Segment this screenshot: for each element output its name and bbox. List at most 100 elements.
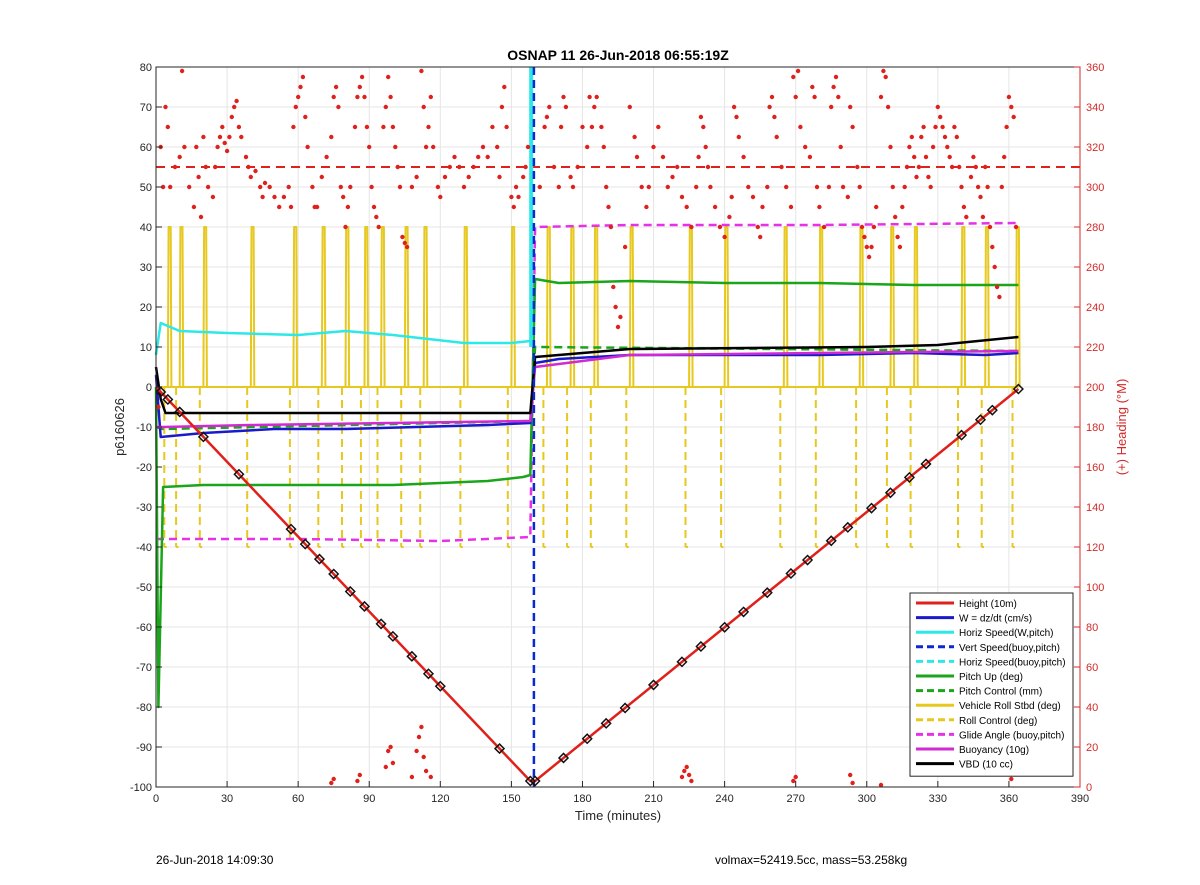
heading-point (701, 124, 706, 130)
heading-point (587, 94, 592, 100)
heading-point (788, 204, 794, 210)
heading-point (644, 204, 649, 210)
x-tick-label: 90 (363, 793, 375, 805)
heading-point (381, 124, 386, 130)
heading-point (627, 104, 632, 110)
heading-point (878, 782, 884, 788)
heading-point (421, 754, 426, 760)
heading-point (795, 68, 801, 74)
heading-point (755, 224, 760, 230)
heading-point (651, 144, 656, 150)
heading-point (390, 124, 396, 130)
series-line (156, 349, 1019, 429)
heading-point (210, 194, 216, 200)
heading-point (821, 224, 827, 230)
heading-point (798, 124, 803, 130)
heading-point (314, 204, 320, 210)
heading-point (767, 104, 772, 110)
legend-label: Pitch Up (deg) (959, 672, 1023, 683)
heading-point (684, 204, 689, 210)
height-marker (493, 743, 506, 755)
height-marker (529, 775, 541, 787)
roll-spike (913, 226, 919, 388)
heading-point (355, 94, 360, 100)
heading-point (814, 184, 820, 190)
heading-point (694, 184, 699, 190)
heading-point (703, 144, 708, 150)
heading-point (298, 84, 303, 90)
heading-point (618, 314, 623, 320)
heading-point (388, 94, 393, 100)
heading-point (848, 104, 853, 110)
heading-point (919, 134, 924, 140)
heading-point (604, 184, 609, 190)
heading-point (291, 124, 296, 130)
heading-point (959, 184, 964, 190)
legend: Height (10m) W = dz/dt (cm/s) Horiz Speed(… (909, 592, 1074, 777)
heading-point (386, 74, 391, 80)
heading-point (345, 204, 351, 210)
heading-point (426, 124, 431, 130)
heading-point (791, 778, 796, 784)
heading-point (793, 774, 798, 780)
heading-point (760, 204, 765, 210)
heading-point (807, 154, 813, 160)
roll-spike (403, 226, 410, 388)
heading-point (523, 164, 528, 170)
heading-point (416, 734, 422, 740)
heading-point (165, 124, 170, 130)
x-tick-label: 360 (1000, 793, 1018, 805)
y-tick-label-right: 300 (1086, 182, 1104, 194)
heading-point (229, 114, 234, 120)
heading-point (866, 254, 872, 260)
y-tick-label-right: 160 (1086, 462, 1104, 474)
heading-point (288, 204, 294, 210)
heading-point (585, 144, 590, 150)
roll-spike (463, 226, 469, 388)
heading-point (504, 124, 509, 130)
heading-point (983, 164, 988, 170)
height-marker (619, 702, 631, 714)
heading-point (246, 164, 251, 170)
height-marker (647, 679, 660, 691)
y-tick-label-left: -50 (136, 582, 152, 594)
heading-point (923, 154, 929, 160)
heading-point (563, 104, 569, 110)
height-marker (299, 538, 311, 550)
y-tick-label-left: 20 (140, 302, 152, 314)
heading-point (187, 184, 192, 190)
height-marker (344, 585, 356, 598)
heading-point (947, 154, 952, 160)
heading-point (457, 164, 462, 170)
heading-point (599, 124, 604, 130)
heading-point (267, 184, 272, 190)
legend-label: Vert Speed(buoy,pitch) (959, 643, 1060, 654)
heading-point (942, 134, 948, 140)
heading-point (926, 174, 931, 180)
heading-point (957, 164, 962, 170)
legend-label: Roll Control (deg) (959, 716, 1037, 727)
y-tick-label-right: 240 (1086, 302, 1104, 314)
height-marker (955, 429, 968, 441)
heading-point (547, 104, 552, 110)
heading-point (746, 184, 751, 190)
heading-point (220, 124, 225, 130)
heading-point (708, 184, 713, 190)
heading-point (1009, 104, 1014, 110)
y-tick-label-left: -100 (130, 782, 152, 794)
heading-point (973, 164, 978, 170)
legend-label: Height (10m) (959, 599, 1017, 610)
heading-point (215, 144, 220, 150)
heading-point (414, 174, 419, 180)
heading-point (999, 184, 1004, 190)
heading-point (471, 164, 476, 170)
x-tick-label: 180 (573, 793, 591, 805)
height-marker (155, 386, 167, 398)
legend-label: Vehicle Roll Stbd (deg) (959, 701, 1061, 712)
heading-point (727, 214, 732, 220)
heading-point (236, 124, 242, 130)
height-marker (328, 568, 340, 580)
heading-point (836, 94, 841, 100)
heading-point (239, 134, 244, 140)
